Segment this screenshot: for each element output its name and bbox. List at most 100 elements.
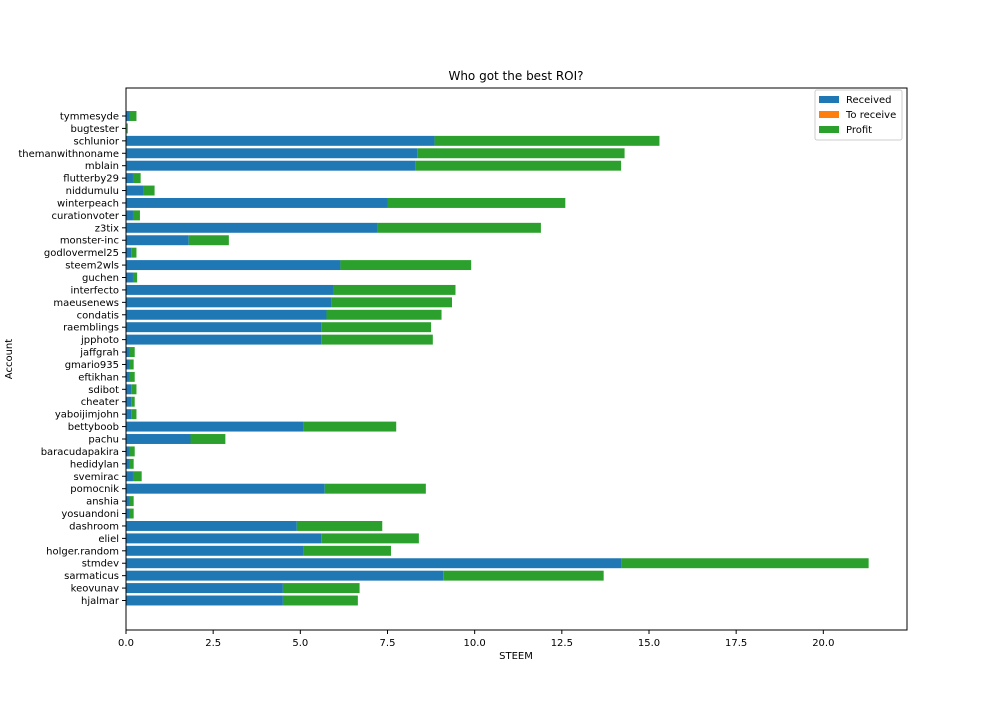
bar-profit-svemirac [132,471,142,482]
y-tick-label: stmdev [82,559,119,570]
bar-profit-tymmesyde [129,111,137,121]
plot-frame [125,87,908,631]
bar-profit-dashroom [296,520,383,531]
legend-label: Profit [846,125,872,136]
y-tick-label: z3tix [95,223,119,234]
y-axis-label: Account [4,339,15,379]
y-tick-label: schlunior [73,136,119,147]
y-tick-label: keovunav [71,584,119,595]
bar-profit-steem2wls [340,260,472,271]
y-tick-label: gmario935 [65,360,119,371]
x-tick-label: 20.0 [812,638,834,649]
bar-profit-maeusenews [331,297,452,308]
x-axis-label: STEEM [499,651,533,662]
x-tick-label: 7.5 [380,638,396,649]
bar-profit-hjalmar [282,595,358,606]
bar-profit-godlovermel25 [131,247,137,258]
y-tick-label: cheater [81,397,120,408]
bar-received-raemblings [126,322,322,333]
bar-received-steem2wls [126,260,341,271]
bar-received-guchen [126,272,133,283]
bar-received-holger-random [126,545,304,556]
bar-profit-curationvoter [132,210,140,221]
bar-received-niddumulu [126,185,144,196]
y-tick-label: monster-inc [60,236,119,247]
y-tick-label: sdibot [88,385,119,396]
y-tick-label: jaffgrah [79,348,119,359]
bar-profit-hedidylan [129,458,134,469]
bar-received-sarmaticus [126,570,444,581]
y-tick-label: jpphoto [80,335,119,346]
bar-received-pachu [126,434,191,444]
bar-received-flutterby29 [126,173,133,184]
y-tick-label: hedidylan [70,459,119,470]
chart-title: Who got the best ROI? [448,69,583,83]
bar-received-eliel [126,533,322,544]
bar-received-gmario935 [126,359,130,370]
y-tick-label: eliel [98,534,119,545]
y-tick-label: holger.random [46,546,119,557]
bar-received-pomocnik [126,483,325,494]
x-tick-label: 12.5 [551,638,573,649]
legend-swatch-received [819,96,839,103]
bar-profit-jpphoto [321,334,433,345]
bar-profit-mblain [415,160,622,171]
bar-profit-yaboijimjohn [131,409,137,420]
x-axis-ticks: 0.0 2.5 5.0 7.5 10.0 12.5 15.0 17.5 20.0 [118,630,834,649]
y-tick-label: curationvoter [52,211,120,222]
y-tick-label: interfecto [70,285,119,296]
bar-profit-keovunav [282,583,360,594]
bar-received-interfecto [126,284,334,295]
y-tick-label: raemblings [63,323,119,334]
bar-received-yaboijimjohn [126,409,132,420]
bar-profit-eliel [321,533,419,544]
bar-received-themanwithnoname [126,148,418,159]
bar-profit-schlunior [434,135,660,146]
bar-received-winterpeach [126,197,388,208]
bar-received-hjalmar [126,595,283,606]
bar-profit-guchen [132,272,138,283]
bar-received-cheater [126,396,132,407]
bar-received-stmdev [126,558,622,569]
bar-received-yosuandoni [126,508,130,519]
y-tick-label: pachu [88,435,119,446]
bars-group [126,111,869,606]
y-tick-label: mblain [85,161,119,172]
bar-profit-sdibot [131,384,137,395]
bar-profit-winterpeach [387,197,566,208]
bar-profit-baracudapakira [129,446,135,457]
legend-label: Received [846,95,892,106]
y-tick-label: tymmesyde [60,112,119,123]
legend-swatch-profit [819,126,839,133]
bar-received-svemirac [126,471,133,482]
bar-profit-bugtester [126,123,128,134]
bar-received-monster-inc [126,235,189,246]
y-tick-label: dashroom [69,521,119,532]
bar-profit-niddumulu [143,185,155,196]
bar-received-jaffgrah [126,347,130,358]
bar-received-eftikhan [126,371,130,382]
legend: Received To receive Profit [814,89,903,141]
bar-profit-stmdev [621,558,869,569]
bar-profit-monster-inc [188,235,229,246]
bar-received-z3tix [126,222,378,233]
y-tick-label: guchen [82,273,119,284]
bar-profit-pachu [190,434,226,444]
bar-profit-interfecto [333,284,456,295]
bar-profit-holger-random [303,545,391,556]
y-tick-label: flutterby29 [63,174,119,185]
bar-received-hedidylan [126,458,130,469]
bar-profit-anshia [129,496,134,507]
y-tick-label: baracudapakira [41,447,119,458]
bar-received-schlunior [126,135,435,146]
legend-label: To receive [845,110,896,121]
y-tick-label: sarmaticus [64,571,119,582]
bar-profit-themanwithnoname [417,148,625,159]
bar-received-sdibot [126,384,132,395]
x-tick-label: 15.0 [638,638,660,649]
bar-received-bettyboob [126,421,304,432]
bar-received-dashroom [126,520,297,531]
x-tick-label: 5.0 [292,638,308,649]
